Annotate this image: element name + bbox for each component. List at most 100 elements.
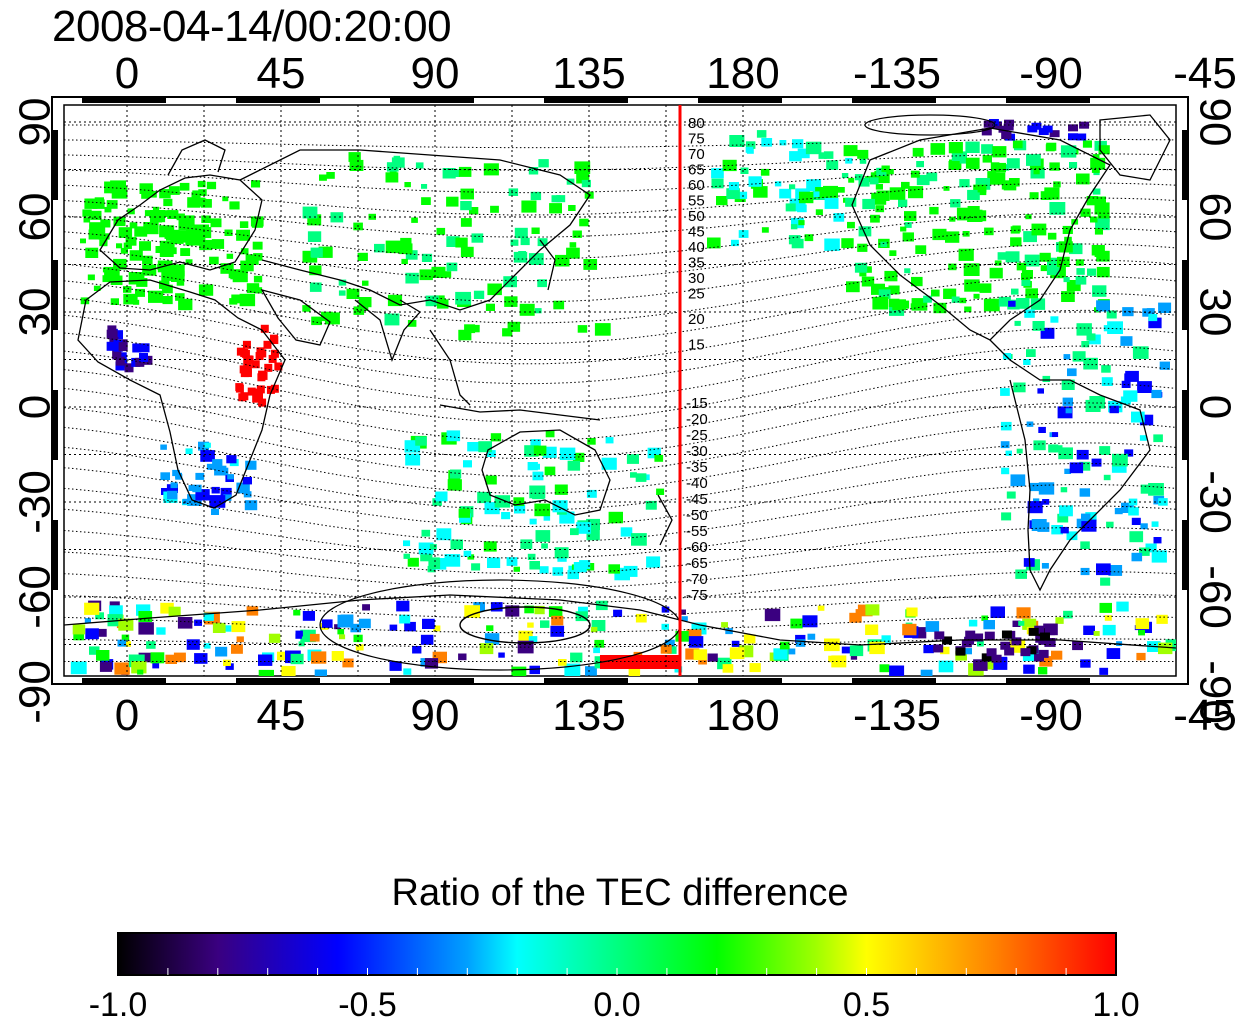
tec-data-patch xyxy=(118,342,128,352)
tec-data-patch xyxy=(113,216,126,227)
tec-data-patch xyxy=(1023,664,1035,674)
tec-data-patch xyxy=(1099,667,1109,675)
tec-data-patch xyxy=(357,252,368,261)
tec-data-patch xyxy=(849,645,864,657)
tec-data-patch xyxy=(1101,377,1113,386)
tec-data-patch xyxy=(1004,647,1015,656)
tec-data-patch xyxy=(1138,630,1145,636)
tec-data-patch xyxy=(1011,288,1019,295)
tec-data-patch xyxy=(915,245,927,254)
colorbar-label: -0.5 xyxy=(338,986,397,1024)
tec-data-patch xyxy=(1076,268,1085,275)
tec-data-patch xyxy=(721,622,728,628)
tec-data-patch xyxy=(1156,614,1168,624)
tec-data-patch xyxy=(210,218,222,228)
latitude-axis-left: 90 60 30 0 -30 -60 -90 xyxy=(11,98,60,724)
tec-data-patch xyxy=(933,644,944,653)
tec-data-patch xyxy=(728,182,739,191)
longitude-tick-label: 90 xyxy=(411,49,460,98)
tec-data-patch xyxy=(436,528,452,541)
tec-data-patch xyxy=(458,166,472,177)
tec-data-patch xyxy=(469,207,479,215)
longitude-tick-label: 90 xyxy=(411,691,460,740)
tec-data-patch xyxy=(442,168,456,179)
tec-data-patch xyxy=(123,242,132,250)
tec-data-patch xyxy=(396,600,410,612)
tec-data-patch xyxy=(578,606,588,615)
tec-data-patch xyxy=(223,494,232,501)
tec-data-patch xyxy=(875,205,885,213)
tec-data-patch xyxy=(321,619,333,628)
tec-data-patch xyxy=(229,201,240,210)
tec-data-patch xyxy=(1106,521,1114,528)
tec-data-patch xyxy=(1081,341,1090,348)
tec-data-patch xyxy=(543,515,551,521)
tec-data-patch xyxy=(1081,519,1097,532)
tec-data-patch xyxy=(537,238,548,247)
tec-data-patch xyxy=(959,179,970,188)
tec-data-patch xyxy=(432,498,442,506)
tec-data-patch xyxy=(412,646,422,654)
tec-data-patch xyxy=(841,646,851,654)
tec-data-patch xyxy=(979,283,992,293)
tec-data-patch xyxy=(450,469,462,479)
contour-label: 20 xyxy=(688,311,705,328)
tec-data-patch xyxy=(550,625,565,637)
tec-data-patch xyxy=(399,243,413,255)
tec-data-patch xyxy=(274,362,283,371)
latitude-tick-label: -90 xyxy=(1190,660,1239,724)
tec-data-patch xyxy=(1076,173,1090,185)
tec-data-patch xyxy=(879,664,890,673)
tec-data-patch xyxy=(478,441,492,453)
tec-data-patch xyxy=(1039,252,1051,262)
tec-data-patch xyxy=(520,539,533,549)
tec-data-patch xyxy=(200,450,215,462)
tec-data-patch xyxy=(1015,569,1027,579)
tec-data-patch xyxy=(1021,273,1030,280)
tec-data-patch xyxy=(1131,552,1143,562)
tec-data-patch xyxy=(223,659,231,666)
latitude-axis-right: 90 60 30 0 -30 -60 -90 xyxy=(1190,98,1239,724)
contour-label: 35 xyxy=(688,255,705,272)
tec-data-patch xyxy=(90,210,102,220)
tec-data-patch xyxy=(567,460,581,471)
tec-data-patch xyxy=(530,191,542,201)
tec-data-patch xyxy=(870,214,880,223)
contour-label: 50 xyxy=(688,208,705,225)
latitude-tick-label: -60 xyxy=(1190,565,1239,629)
tec-data-patch xyxy=(118,618,134,631)
tec-data-patch xyxy=(533,445,547,456)
tec-data-patch xyxy=(1121,380,1131,388)
tec-data-patch xyxy=(1086,196,1099,206)
tec-data-patch xyxy=(576,173,590,184)
tec-data-patch xyxy=(1061,379,1075,390)
tec-data-patch xyxy=(245,460,257,470)
tec-data-patch xyxy=(761,138,773,147)
tec-data-patch xyxy=(849,612,862,623)
tec-data-patch xyxy=(519,303,535,316)
tec-data-patch xyxy=(779,641,790,650)
tec-data-patch xyxy=(1037,388,1044,394)
tec-data-patch xyxy=(415,162,424,169)
contour-label: 45 xyxy=(688,224,705,241)
tec-data-patch xyxy=(446,430,461,442)
tec-data-patch xyxy=(529,665,540,675)
tec-data-patch xyxy=(326,172,335,179)
contour-label: 70 xyxy=(688,146,705,163)
tec-data-patch xyxy=(121,634,130,641)
tec-data-patch xyxy=(875,183,883,190)
tec-data-patch xyxy=(1153,434,1163,443)
contour-label: -75 xyxy=(686,587,708,604)
tec-data-patch xyxy=(889,187,906,200)
tec-data-patch xyxy=(1044,627,1055,636)
tec-data-patch xyxy=(630,472,637,478)
tec-data-patch xyxy=(1079,461,1091,471)
tec-data-patch xyxy=(795,634,806,644)
tec-data-patch xyxy=(212,622,226,633)
contour-label: -20 xyxy=(686,411,708,428)
tec-data-patch xyxy=(385,172,399,183)
tec-data-patch xyxy=(938,660,954,673)
tec-data-patch xyxy=(556,195,566,203)
tec-data-patch xyxy=(1158,498,1168,506)
tec-data-patch xyxy=(104,181,119,194)
